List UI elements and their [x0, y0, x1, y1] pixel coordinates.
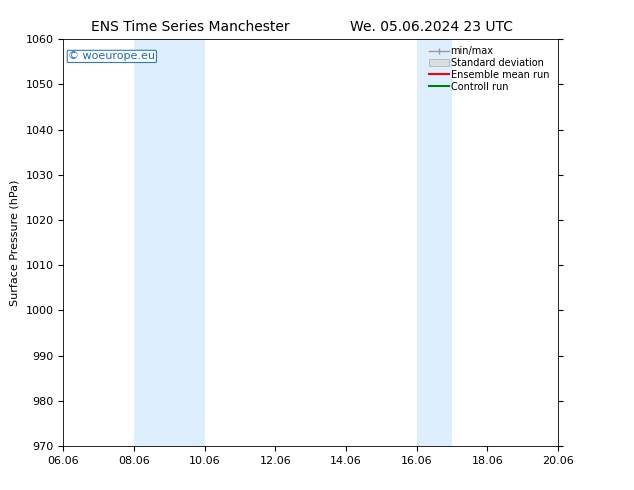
- Bar: [417, 39, 452, 446]
- Bar: [134, 39, 205, 446]
- Legend: min/max, Standard deviation, Ensemble mean run, Controll run: min/max, Standard deviation, Ensemble me…: [427, 44, 553, 94]
- Text: ENS Time Series Manchester: ENS Time Series Manchester: [91, 20, 290, 34]
- Text: © woeurope.eu: © woeurope.eu: [68, 51, 155, 61]
- Text: We. 05.06.2024 23 UTC: We. 05.06.2024 23 UTC: [349, 20, 513, 34]
- Y-axis label: Surface Pressure (hPa): Surface Pressure (hPa): [10, 179, 20, 306]
